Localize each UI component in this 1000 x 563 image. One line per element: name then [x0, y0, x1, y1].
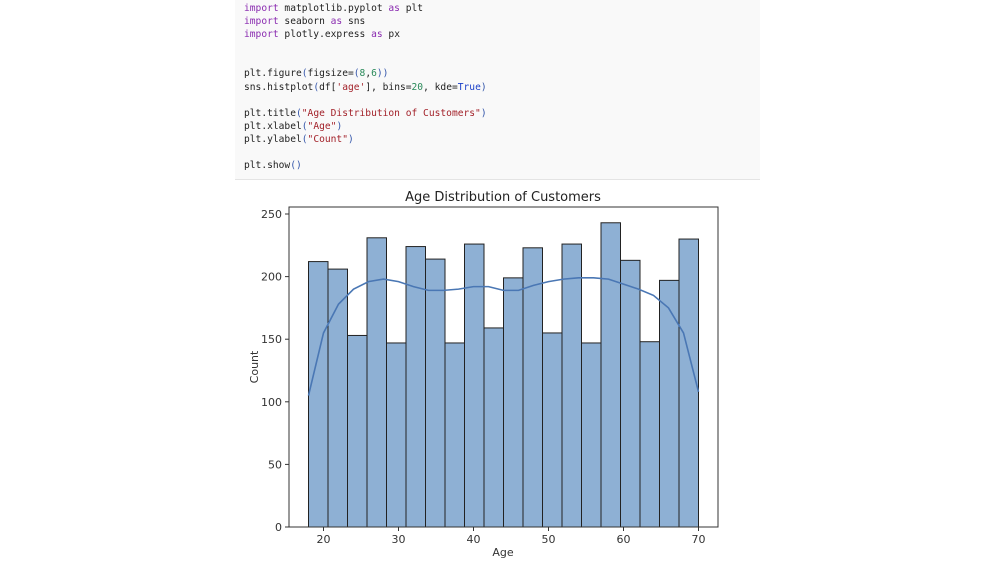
y-tick-label: 0 [275, 521, 282, 534]
code-token: sns [342, 16, 366, 28]
code-token: True [457, 81, 481, 93]
histogram-bar [620, 259, 641, 528]
histogram-bar [581, 342, 602, 528]
code-token: ) [480, 81, 487, 93]
x-tick-label: 60 [617, 533, 631, 546]
code-token: ) [336, 120, 343, 132]
histogram-bar [659, 279, 680, 528]
code-token: plotly.express [278, 29, 372, 41]
plot-frame [288, 206, 719, 528]
code-token: ( [295, 107, 302, 119]
histogram-bar [600, 222, 621, 528]
code-line: plt.title("Age Distribution of Customers… [244, 107, 487, 120]
code-token: plt.title [244, 107, 296, 119]
code-token: 8 [359, 68, 366, 80]
code-token: "Age Distribution of Customers" [301, 107, 481, 119]
code-token: import [244, 16, 279, 28]
code-token: matplotlib.pyplot [278, 3, 389, 14]
code-line: plt.figure(figsize=(8,6)) [244, 67, 487, 80]
code-line: import matplotlib.pyplot as plt [244, 2, 487, 15]
histogram-bar [561, 243, 582, 528]
code-line: plt.ylabel("Count") [244, 133, 487, 146]
code-token: plt [399, 3, 424, 14]
histogram-bar [386, 342, 407, 528]
code-token: figsize= [307, 68, 354, 80]
y-tick-label: 100 [261, 396, 282, 409]
code-token: seaborn [278, 16, 331, 28]
x-axis-label: Age [492, 546, 514, 559]
code-token: as [330, 16, 343, 28]
code-token: px [382, 29, 400, 41]
code-token: ( [301, 133, 308, 145]
code-token: plt.ylabel [244, 133, 302, 145]
code-line: import seaborn as sns [244, 15, 487, 28]
code-token: "Age" [307, 120, 337, 132]
histogram-bar [522, 247, 543, 528]
y-tick-label: 200 [261, 271, 282, 284]
code-token: ( [353, 68, 360, 80]
code-token: "Count" [307, 133, 348, 145]
y-tick-label: 150 [261, 333, 282, 346]
code-token: , [365, 68, 372, 80]
histogram-bar [425, 258, 446, 528]
x-tick-label: 40 [467, 533, 481, 546]
code-token: plt.show [244, 160, 291, 172]
code-token: ( [301, 68, 308, 80]
code-line: import plotly.express as px [244, 28, 487, 41]
code-line: sns.histplot(df['age'], bins=20, kde=Tru… [244, 81, 487, 94]
histogram-bar [639, 341, 660, 528]
code-token: )) [376, 68, 389, 80]
x-tick-label: 20 [317, 533, 331, 546]
x-tick-label: 30 [392, 533, 406, 546]
code-token: plt.xlabel [244, 120, 302, 132]
kde-line [307, 277, 700, 396]
code-token: 6 [371, 68, 377, 80]
code-token: 20 [411, 81, 424, 93]
code-token: , kde= [423, 81, 458, 93]
code-token: ( [313, 81, 320, 93]
code-token: import [244, 3, 279, 14]
histogram-bar [347, 334, 368, 528]
code-token: plt.figure [244, 68, 302, 80]
chart-title: Age Distribution of Customers [405, 190, 601, 205]
code-token: ], bins= [365, 81, 412, 93]
histogram-bar [542, 332, 563, 528]
code-token: as [371, 29, 383, 41]
code-token: ) [347, 133, 354, 145]
x-tick-label: 50 [542, 533, 556, 546]
x-tick-label: 70 [692, 533, 706, 546]
code-cell[interactable]: import matplotlib.pyplot as plt import se… [235, 0, 760, 180]
y-axis-label: Count [248, 350, 261, 383]
code-editor[interactable]: import matplotlib.pyplot as plt import se… [244, 2, 487, 172]
code-token: sns.histplot [244, 81, 314, 93]
y-tick-label: 50 [268, 458, 282, 471]
y-tick-label: 250 [261, 208, 282, 221]
code-token: ) [480, 107, 487, 119]
code-line: plt.show() [244, 159, 487, 172]
code-token: df[ [319, 81, 337, 93]
histogram-bar [503, 277, 524, 528]
histogram-bar [308, 261, 329, 528]
code-token: 'age' [336, 81, 366, 93]
code-token: () [290, 160, 302, 172]
histogram-bar [327, 268, 348, 528]
code-token: as [388, 3, 400, 14]
code-token: import [244, 29, 279, 41]
histogram-bar [483, 327, 504, 528]
code-token: ( [301, 120, 308, 132]
code-line: plt.xlabel("Age") [244, 120, 487, 133]
histogram-bar [444, 342, 465, 528]
